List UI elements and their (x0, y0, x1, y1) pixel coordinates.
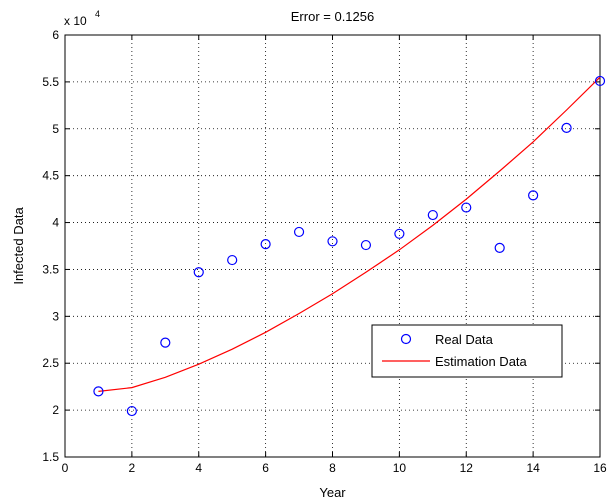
real-data-point (327, 236, 338, 247)
real-data-point (227, 254, 238, 266)
y-tick-label: 2.5 (42, 356, 59, 370)
real-data-point (360, 239, 372, 251)
chart-title: Error = 0.1256 (291, 9, 374, 24)
x-axis-label: Year (319, 485, 346, 500)
y-tick-label: 2 (52, 403, 59, 417)
legend: Real Data Estimation Data (371, 324, 563, 378)
axis-ticks (64, 34, 601, 458)
x-tick-label: 0 (62, 461, 69, 475)
tick-labels: 0 2 4 6 8 10 12 14 16 1.5 2 2.5 3 3.5 4 4.5 5 5.5 6 (42, 28, 607, 475)
real-data-point (293, 226, 305, 238)
real-data-point (494, 242, 505, 253)
real-data-point (528, 190, 539, 201)
x-tick-label: 4 (195, 461, 202, 475)
real-data-point (160, 337, 171, 348)
x-tick-label: 8 (329, 461, 336, 475)
y-exponent-base: x 10 (64, 14, 87, 28)
y-tick-label: 4 (52, 216, 59, 230)
real-data-point (93, 386, 104, 397)
y-tick-label: 5.5 (42, 75, 59, 89)
y-tick-label: 3.5 (42, 262, 59, 276)
x-tick-label: 12 (460, 461, 474, 475)
real-data-point (594, 75, 606, 87)
legend-box (371, 324, 563, 378)
real-data-point (461, 202, 472, 213)
real-data-point (394, 228, 405, 239)
x-tick-label: 2 (129, 461, 136, 475)
estimation-line (98, 76, 601, 392)
y-tick-label: 3 (52, 309, 59, 323)
y-exponent: x 10 4 (64, 9, 100, 28)
x-tick-label: 16 (593, 461, 607, 475)
real-data-point (561, 122, 572, 133)
legend-label-estimation-data: Estimation Data (435, 354, 528, 369)
real-data-point (427, 209, 438, 221)
y-tick-label: 5 (52, 122, 59, 136)
series (93, 75, 606, 417)
real-data-point (193, 267, 204, 278)
legend-label-real-data: Real Data (435, 332, 494, 347)
real-data-point (126, 405, 137, 417)
real-data-point (260, 239, 271, 250)
y-tick-label: 1.5 (42, 450, 59, 464)
x-tick-label: 14 (526, 461, 540, 475)
x-tick-label: 6 (262, 461, 269, 475)
legend-marker-real-data (400, 333, 412, 345)
y-tick-label: 4.5 (42, 169, 59, 183)
y-tick-label: 6 (52, 28, 59, 42)
x-tick-label: 10 (393, 461, 407, 475)
y-exponent-power: 4 (95, 9, 100, 19)
y-axis-label: Infected Data (11, 207, 26, 285)
